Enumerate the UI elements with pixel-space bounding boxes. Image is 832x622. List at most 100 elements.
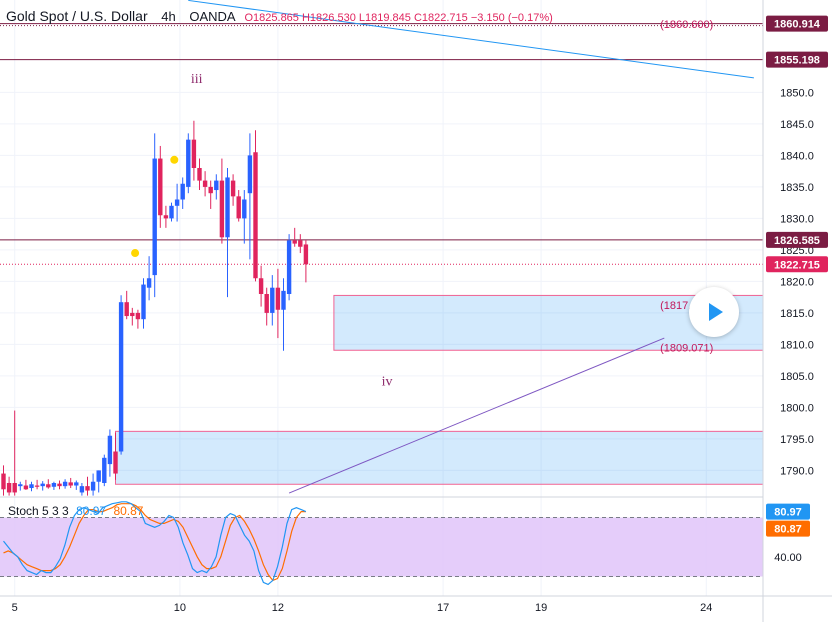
candle-up bbox=[40, 483, 45, 487]
candle-down bbox=[253, 152, 258, 279]
candle-up bbox=[174, 199, 180, 206]
candle-up bbox=[90, 481, 96, 491]
candle-up bbox=[225, 177, 230, 238]
price-tick-label: 1835.0 bbox=[780, 182, 814, 194]
trend-line bbox=[188, 0, 754, 79]
price-label: 1822.715 bbox=[774, 259, 820, 271]
candle-up bbox=[186, 139, 191, 187]
annotation-label: v bbox=[504, 0, 511, 2]
candle-down bbox=[135, 312, 141, 320]
candle-down bbox=[191, 139, 197, 168]
price-tick-label: 1830.0 bbox=[780, 213, 814, 225]
candle-up bbox=[242, 199, 247, 219]
candle-down bbox=[68, 482, 73, 486]
candle-down bbox=[124, 302, 129, 317]
trend-lines[interactable] bbox=[188, 0, 754, 494]
candles bbox=[1, 120, 309, 496]
play-icon bbox=[709, 303, 723, 321]
candle-down bbox=[208, 186, 213, 194]
candle-down bbox=[202, 180, 208, 187]
candle-down bbox=[236, 196, 241, 219]
stoch-k-badge: 80.97 bbox=[774, 507, 802, 519]
stoch-tick-label: 40.00 bbox=[774, 552, 802, 564]
price-label-bg bbox=[766, 51, 828, 68]
price-level-lines bbox=[0, 23, 763, 265]
time-tick-label: 10 bbox=[174, 602, 186, 614]
candle-up bbox=[79, 486, 85, 493]
price-tick-label: 1850.0 bbox=[780, 87, 814, 99]
price-tick-label: 1845.0 bbox=[780, 119, 814, 131]
low-value: L1819.845 bbox=[358, 12, 411, 24]
candle-up bbox=[18, 484, 23, 487]
candle-down bbox=[163, 215, 169, 219]
broker: OANDA bbox=[189, 9, 235, 24]
candle-down bbox=[158, 158, 163, 216]
trend-line bbox=[288, 337, 665, 494]
signal-dot bbox=[131, 249, 140, 258]
candle-down bbox=[264, 294, 269, 313]
candle-down bbox=[6, 483, 12, 493]
time-tick-label: 24 bbox=[700, 602, 712, 614]
candle-up bbox=[247, 155, 253, 194]
demand-zone bbox=[115, 430, 764, 485]
candle-up bbox=[118, 302, 124, 452]
candle-down bbox=[303, 244, 309, 265]
time-tick-label: 12 bbox=[272, 602, 284, 614]
candle-up bbox=[51, 483, 57, 487]
candle-up bbox=[180, 183, 185, 200]
stochastic-pane bbox=[0, 496, 832, 586]
candle-up bbox=[146, 278, 152, 288]
price-label: 1855.198 bbox=[774, 55, 820, 67]
annotation-label: iv bbox=[382, 374, 393, 389]
ohlc-values: O1825.865 H1826.530 L1819.845 C1822.715 … bbox=[244, 12, 552, 24]
candle-down bbox=[197, 168, 202, 181]
candle-down bbox=[57, 483, 62, 487]
open-value: O1825.865 bbox=[244, 12, 299, 24]
close-value: C1822.715 bbox=[413, 12, 468, 24]
candle-down bbox=[298, 240, 303, 247]
symbol-name[interactable]: Gold Spot / U.S. Dollar bbox=[6, 8, 148, 24]
stoch-k-badge-bg bbox=[766, 503, 810, 520]
price-label-bg bbox=[766, 231, 828, 248]
candle-down bbox=[85, 486, 90, 491]
candle-down bbox=[12, 483, 17, 493]
replay-play-button[interactable] bbox=[689, 287, 739, 337]
candle-down bbox=[34, 485, 40, 487]
stoch-k-line bbox=[3, 501, 307, 586]
stoch-d-value: 80.87 bbox=[113, 504, 144, 518]
price-tick-label: 1795.0 bbox=[780, 434, 814, 446]
chart-header: Gold Spot / U.S. Dollar 4h OANDA O1825.8… bbox=[6, 8, 553, 24]
candle-down bbox=[275, 287, 281, 310]
time-tick-label: 5 bbox=[12, 602, 18, 614]
signal-dot bbox=[170, 155, 179, 164]
price-tick-label: 1800.0 bbox=[780, 402, 814, 414]
candle-down bbox=[46, 484, 51, 488]
candle-up bbox=[102, 457, 107, 483]
candle-up bbox=[62, 481, 68, 487]
change-value: −3.150 (−0.17%) bbox=[470, 12, 553, 24]
candle-up bbox=[74, 482, 79, 486]
candle-down bbox=[23, 485, 29, 490]
price-tick-label: 1840.0 bbox=[780, 150, 814, 162]
candle-up bbox=[96, 470, 101, 482]
candle-down bbox=[113, 451, 118, 474]
candle-up bbox=[169, 205, 174, 219]
stoch-label[interactable]: Stoch 5 3 3 bbox=[8, 504, 69, 518]
stoch-d-badge: 80.87 bbox=[774, 524, 802, 536]
time-axis: 5 10 12 17 19 24 bbox=[0, 595, 832, 614]
candle-down bbox=[258, 278, 264, 294]
stoch-header: Stoch 5 3 3 80.97 80.87 bbox=[8, 504, 143, 518]
annotation-label: (1860.600) bbox=[660, 19, 713, 31]
candle-up bbox=[141, 284, 146, 320]
price-label-bg bbox=[766, 15, 828, 32]
timeframe[interactable]: 4h bbox=[161, 9, 176, 24]
stoch-k-value: 80.97 bbox=[76, 504, 107, 518]
price-label: 1860.914 bbox=[774, 19, 821, 31]
candle-down bbox=[219, 180, 225, 238]
candle-up bbox=[29, 484, 34, 489]
price-tick-label: 1810.0 bbox=[780, 339, 814, 351]
high-value: H1826.530 bbox=[301, 12, 356, 24]
price-axis: 1850.01845.01840.01835.01830.01825.01820… bbox=[762, 0, 832, 622]
annotation-label: iii bbox=[191, 72, 203, 87]
